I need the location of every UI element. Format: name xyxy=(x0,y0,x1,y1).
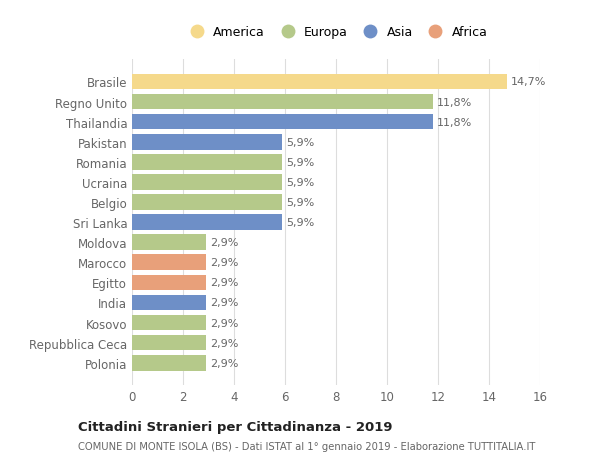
Text: 5,9%: 5,9% xyxy=(286,157,314,168)
Bar xyxy=(132,315,206,330)
Bar xyxy=(132,115,433,130)
Bar xyxy=(132,175,283,190)
Bar xyxy=(132,74,507,90)
Bar xyxy=(132,255,206,270)
Text: 2,9%: 2,9% xyxy=(210,238,238,248)
Text: 2,9%: 2,9% xyxy=(210,358,238,368)
Bar xyxy=(132,134,283,150)
Bar xyxy=(132,295,206,311)
Text: 11,8%: 11,8% xyxy=(437,97,472,107)
Text: 5,9%: 5,9% xyxy=(286,218,314,228)
Text: 2,9%: 2,9% xyxy=(210,318,238,328)
Bar xyxy=(132,235,206,251)
Bar xyxy=(132,155,283,170)
Text: 2,9%: 2,9% xyxy=(210,278,238,288)
Text: 5,9%: 5,9% xyxy=(286,197,314,207)
Text: 14,7%: 14,7% xyxy=(511,77,546,87)
Text: 11,8%: 11,8% xyxy=(437,118,472,128)
Text: 5,9%: 5,9% xyxy=(286,178,314,188)
Bar xyxy=(132,195,283,210)
Bar xyxy=(132,215,283,230)
Bar xyxy=(132,335,206,351)
Text: 2,9%: 2,9% xyxy=(210,298,238,308)
Text: Cittadini Stranieri per Cittadinanza - 2019: Cittadini Stranieri per Cittadinanza - 2… xyxy=(78,420,392,433)
Bar xyxy=(132,355,206,371)
Text: COMUNE DI MONTE ISOLA (BS) - Dati ISTAT al 1° gennaio 2019 - Elaborazione TUTTIT: COMUNE DI MONTE ISOLA (BS) - Dati ISTAT … xyxy=(78,441,535,451)
Text: 2,9%: 2,9% xyxy=(210,257,238,268)
Text: 2,9%: 2,9% xyxy=(210,338,238,348)
Text: 5,9%: 5,9% xyxy=(286,137,314,147)
Bar xyxy=(132,95,433,110)
Bar xyxy=(132,275,206,291)
Legend: America, Europa, Asia, Africa: America, Europa, Asia, Africa xyxy=(182,23,490,41)
